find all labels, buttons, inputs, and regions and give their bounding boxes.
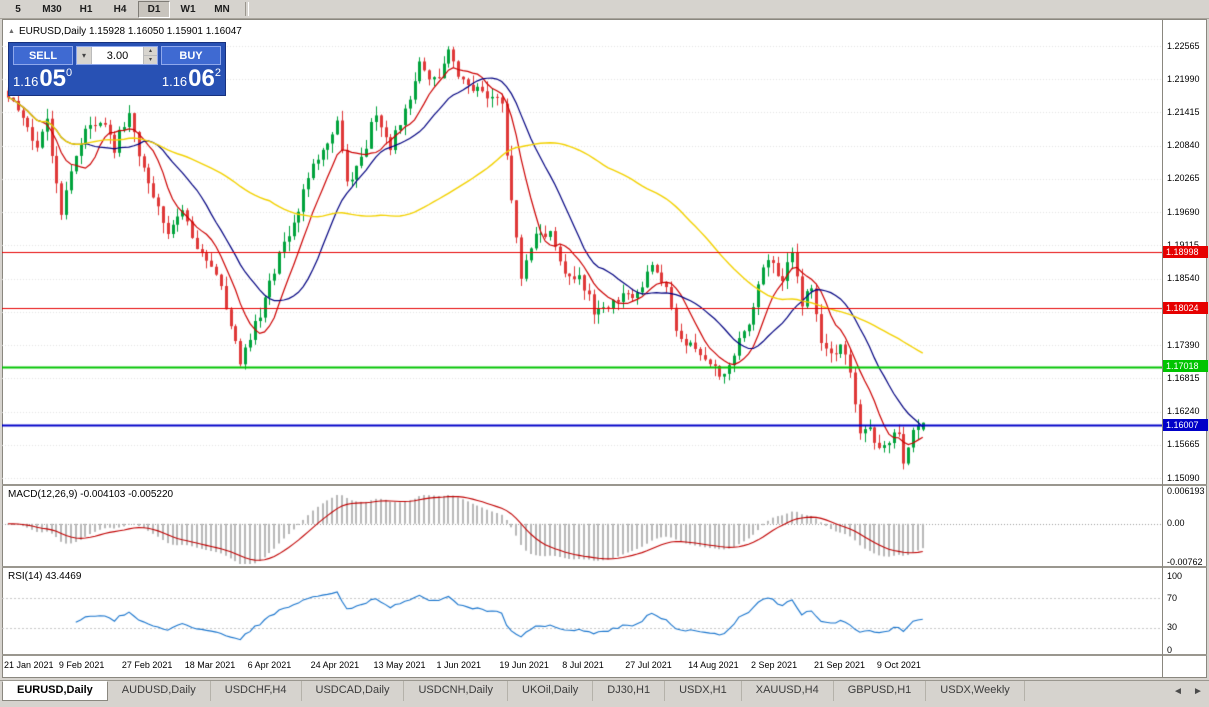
tab-audusd-daily[interactable]: AUDUSD,Daily — [108, 681, 211, 701]
timeframe-button-w1[interactable]: W1 — [180, 3, 196, 15]
tab-usdx-h1[interactable]: USDX,H1 — [665, 681, 742, 701]
date-label-27-jul-2021[interactable]: 27 Jul 2021 — [625, 660, 672, 670]
buy-price-sup-digit: 2 — [214, 67, 221, 79]
buy-price-main: 1.16 — [161, 74, 188, 89]
panel-splitter[interactable] — [2, 566, 1207, 568]
macd-tick-0-006193[interactable]: 0.006193 — [1167, 486, 1205, 497]
date-label-9-oct-2021[interactable]: 9 Oct 2021 — [876, 660, 921, 670]
volume-dropdown-icon[interactable]: ▾ — [77, 47, 92, 64]
price-tick-1-21415[interactable]: 1.21415 — [1167, 106, 1200, 117]
date-label-2-sep-2021[interactable]: 2 Sep 2021 — [751, 660, 798, 670]
timeframe-button-h1[interactable]: H1 — [79, 3, 93, 15]
price-tick-1-17390[interactable]: 1.17390 — [1167, 339, 1200, 350]
price-tick-1-15665[interactable]: 1.15665 — [1167, 439, 1200, 450]
rsi-indicator-canvas[interactable] — [2, 568, 1162, 654]
buy-price-big-digits: 06 — [188, 65, 215, 92]
timeframe-button-mn[interactable]: MN — [214, 3, 230, 15]
panel-splitter — [2, 654, 1207, 656]
sell-price-sup-digit: 0 — [66, 67, 73, 79]
sell-price-big-digits: 05 — [39, 65, 67, 92]
price-tick-1-20840[interactable]: 1.20840 — [1167, 140, 1200, 151]
rsi-tick-100[interactable]: 100 — [1167, 570, 1183, 581]
sell-price-main: 1.16 — [13, 74, 39, 89]
date-label-21-sep-2021[interactable]: 21 Sep 2021 — [813, 660, 865, 670]
macd-tick-0-00[interactable]: 0.00 — [1167, 518, 1185, 529]
price-level-tag-1-17018: 1.17018 — [1163, 360, 1208, 373]
timeframe-button-d1[interactable]: D1 — [138, 0, 170, 18]
price-tick-1-19115[interactable]: 1.19115 — [1167, 240, 1199, 250]
one-click-collapse-icon[interactable]: ▲ — [8, 28, 15, 35]
rsi-tick-0[interactable]: 0 — [1167, 644, 1173, 655]
tab-usdcnh-daily[interactable]: USDCNH,Daily — [404, 681, 509, 701]
price-axis-separator — [1162, 19, 1163, 678]
date-label-13-may-2021[interactable]: 13 May 2021 — [373, 660, 426, 670]
chart-tabs: EURUSD,Daily AUDUSD,Daily USDCHF,H4 USDCAD,… — [2, 681, 1025, 701]
volume-spinner[interactable]: ▴ ▾ — [143, 47, 157, 64]
timeframe-button-m30[interactable]: M30 — [42, 3, 62, 15]
sell-price[interactable]: 1.16 05 0 — [13, 67, 72, 91]
macd-indicator-canvas[interactable] — [2, 486, 1162, 566]
date-label-24-apr-2021[interactable]: 24 Apr 2021 — [310, 660, 360, 670]
sell-button[interactable]: SELL — [13, 46, 73, 65]
price-level-tag-1-18024: 1.18024 — [1163, 301, 1208, 314]
tab-usdcad-daily[interactable]: USDCAD,Daily — [302, 681, 405, 701]
rsi-tick-70[interactable]: 70 — [1167, 592, 1178, 603]
price-tick-1-18540[interactable]: 1.18540 — [1167, 273, 1200, 284]
buy-button[interactable]: BUY — [161, 46, 221, 65]
date-label-19-jun-2021[interactable]: 19 Jun 2021 — [499, 660, 549, 670]
price-tick-1-20265[interactable]: 1.20265 — [1167, 173, 1200, 184]
timeframe-buttons: 5 M30 H1 H4 D1 W1 MN — [1, 0, 239, 18]
timeframe-toolbar: 5 M30 H1 H4 D1 W1 MN — [0, 0, 1209, 19]
timeframe-button-h4[interactable]: H4 — [113, 3, 127, 15]
price-chart-canvas[interactable] — [2, 19, 1162, 484]
price-tick-1-22565[interactable]: 1.22565 — [1167, 40, 1200, 51]
date-label-14-aug-2021[interactable]: 14 Aug 2021 — [688, 660, 739, 670]
chart-title: ▲ EURUSD,Daily 1.15928 1.16050 1.15901 1… — [8, 26, 242, 37]
tabs-scroll-right-button[interactable]: ► — [1193, 686, 1203, 697]
tab-usdx-weekly[interactable]: USDX,Weekly — [926, 681, 1025, 701]
tab-gbpusd-h1[interactable]: GBPUSD,H1 — [834, 681, 927, 701]
buy-price[interactable]: 1.16 06 2 — [162, 67, 221, 91]
tab-ukoil-daily[interactable]: UKOil,Daily — [508, 681, 594, 701]
volume-up-icon[interactable]: ▴ — [144, 47, 157, 56]
tab-usdchf-h4[interactable]: USDCHF,H4 — [211, 681, 302, 701]
price-tick-1-16815[interactable]: 1.16815 — [1167, 372, 1200, 383]
chart-title-text: EURUSD,Daily 1.15928 1.16050 1.15901 1.1… — [18, 26, 242, 37]
volume-down-icon[interactable]: ▾ — [144, 56, 157, 64]
macd-tick-0-00762[interactable]: -0.00762 — [1167, 557, 1203, 568]
volume-input[interactable]: 3.00 — [106, 49, 129, 62]
panel-splitter[interactable] — [2, 484, 1207, 486]
date-label-6-apr-2021[interactable]: 6 Apr 2021 — [247, 660, 292, 670]
price-level-tag-1-18998: 1.18998 — [1163, 245, 1208, 258]
price-level-tag-1-16007: 1.16007 — [1163, 418, 1208, 431]
chart-tabbar: EURUSD,Daily AUDUSD,Daily USDCHF,H4 USDCAD,… — [0, 680, 1209, 707]
rsi-tick-30[interactable]: 30 — [1167, 622, 1178, 633]
date-label-27-feb-2021[interactable]: 27 Feb 2021 — [121, 660, 173, 670]
toolbar-separator — [245, 2, 249, 16]
price-tick-1-16240[interactable]: 1.16240 — [1167, 406, 1200, 417]
price-tick-1-19690[interactable]: 1.19690 — [1167, 206, 1200, 217]
rsi-label: RSI(14) 43.4469 — [8, 571, 82, 582]
tab-dj30-h1[interactable]: DJ30,H1 — [593, 681, 666, 701]
macd-label: MACD(12,26,9) -0.004103 -0.005220 — [8, 489, 174, 500]
date-label-9-feb-2021[interactable]: 9 Feb 2021 — [58, 660, 105, 670]
date-label-1-jun-2021[interactable]: 1 Jun 2021 — [436, 660, 481, 670]
tab-xauusd-h4[interactable]: XAUUSD,H4 — [742, 681, 834, 701]
tabs-scroll-left-button[interactable]: ◄ — [1173, 686, 1183, 697]
price-tick-1-15090[interactable]: 1.15090 — [1167, 472, 1200, 483]
date-label-8-jul-2021[interactable]: 8 Jul 2021 — [562, 660, 604, 670]
volume-control: ▾ 3.00 ▴ ▾ — [76, 46, 158, 65]
date-label-18-mar-2021[interactable]: 18 Mar 2021 — [184, 660, 236, 670]
one-click-trade-panel: SELL ▾ 3.00 ▴ ▾ BUY 1.16 05 0 1.16 06 2 — [8, 42, 226, 96]
timeframe-button-5[interactable]: 5 — [15, 3, 21, 15]
date-label-21-jan-2021[interactable]: 21 Jan 2021 — [4, 660, 54, 670]
price-tick-1-21990[interactable]: 1.21990 — [1167, 73, 1200, 84]
tab-eurusd-daily[interactable]: EURUSD,Daily — [2, 681, 108, 701]
